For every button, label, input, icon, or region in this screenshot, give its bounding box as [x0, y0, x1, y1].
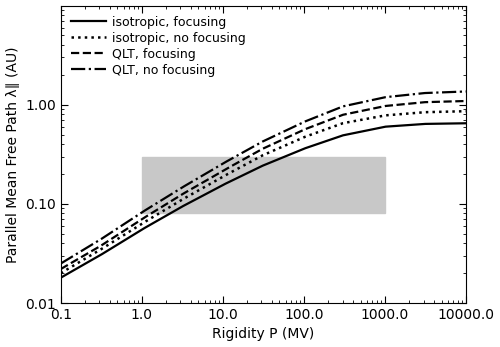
QLT, no focusing [99, 236, 105, 240]
isotropic, focusing [374, 126, 380, 130]
isotropic, no focusing [336, 122, 342, 127]
Y-axis label: Parallel Mean Free Path λ∥ (AU): Parallel Mean Free Path λ∥ (AU) [6, 46, 20, 263]
QLT, no focusing [381, 95, 387, 100]
isotropic, no focusing [381, 113, 387, 118]
isotropic, no focusing [463, 109, 469, 113]
isotropic, no focusing [99, 247, 105, 251]
isotropic, no focusing [374, 115, 380, 119]
Line: isotropic, no focusing: isotropic, no focusing [60, 111, 466, 273]
isotropic, no focusing [236, 166, 242, 170]
isotropic, no focusing [222, 174, 228, 178]
QLT, no focusing [374, 97, 380, 101]
isotropic, focusing [99, 252, 105, 256]
Line: QLT, focusing: QLT, focusing [60, 101, 466, 269]
isotropic, focusing [236, 175, 242, 179]
isotropic, focusing [463, 121, 469, 125]
QLT, no focusing [236, 152, 242, 156]
QLT, no focusing [463, 90, 469, 94]
QLT, no focusing [336, 106, 342, 110]
QLT, no focusing [222, 160, 228, 164]
X-axis label: Rigidity P (MV): Rigidity P (MV) [212, 328, 314, 341]
Line: isotropic, focusing: isotropic, focusing [60, 123, 466, 278]
Legend: isotropic, focusing, isotropic, no focusing, QLT, focusing, QLT, no focusing: isotropic, focusing, isotropic, no focus… [67, 12, 250, 81]
isotropic, no focusing [58, 271, 64, 275]
QLT, focusing [374, 105, 380, 110]
QLT, focusing [222, 168, 228, 172]
QLT, focusing [58, 267, 64, 271]
Bar [142, 156, 385, 213]
QLT, focusing [381, 104, 387, 108]
isotropic, focusing [222, 182, 228, 186]
QLT, focusing [99, 243, 105, 247]
isotropic, focusing [381, 125, 387, 129]
QLT, focusing [336, 114, 342, 118]
QLT, focusing [236, 160, 242, 164]
Line: QLT, no focusing: QLT, no focusing [60, 92, 466, 264]
QLT, no focusing [58, 262, 64, 266]
isotropic, focusing [336, 135, 342, 139]
isotropic, focusing [58, 276, 64, 280]
QLT, focusing [463, 99, 469, 103]
